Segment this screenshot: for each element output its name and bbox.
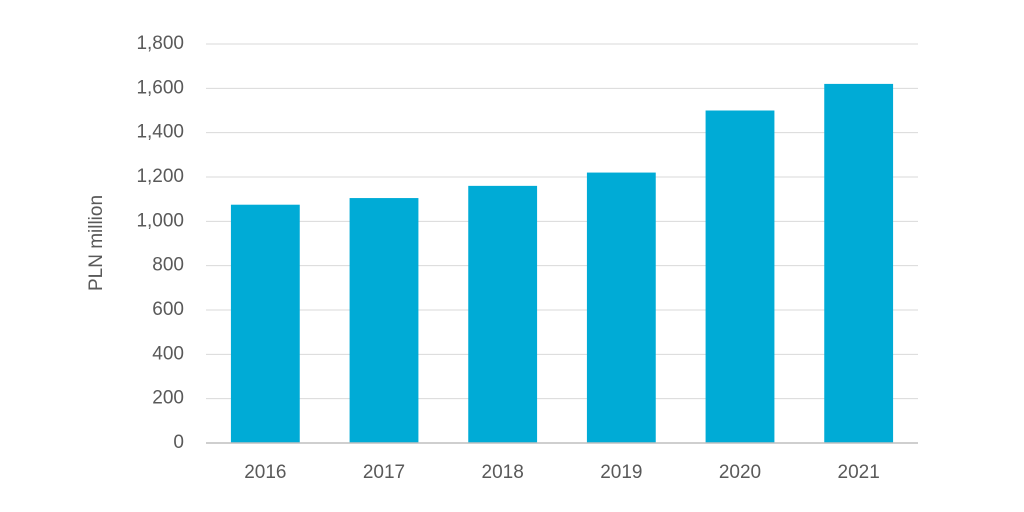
bar	[230, 204, 300, 443]
y-tick-label: 1,000	[136, 210, 184, 231]
x-tick-label: 2021	[838, 462, 880, 483]
x-tick-label: 2018	[482, 462, 524, 483]
x-tick-label: 2016	[244, 462, 286, 483]
y-tick-label: 1,800	[136, 33, 184, 54]
y-tick-label: 1,400	[136, 122, 184, 143]
x-tick-label: 2017	[363, 462, 405, 483]
y-tick-label: 200	[152, 388, 184, 409]
bar	[468, 185, 538, 443]
y-tick-label: 800	[152, 255, 184, 276]
y-tick-label: 1,200	[136, 166, 184, 187]
y-tick-label: 400	[152, 343, 184, 364]
bar	[705, 110, 775, 443]
y-axis-label: PLN million	[86, 195, 107, 291]
bar	[349, 198, 419, 443]
bar	[824, 83, 894, 444]
x-tick-label: 2020	[719, 462, 761, 483]
y-tick-label: 600	[152, 299, 184, 320]
y-tick-label: 0	[173, 432, 184, 453]
bar	[586, 172, 656, 444]
y-tick-label: 1,600	[136, 77, 184, 98]
x-tick-label: 2019	[600, 462, 642, 483]
